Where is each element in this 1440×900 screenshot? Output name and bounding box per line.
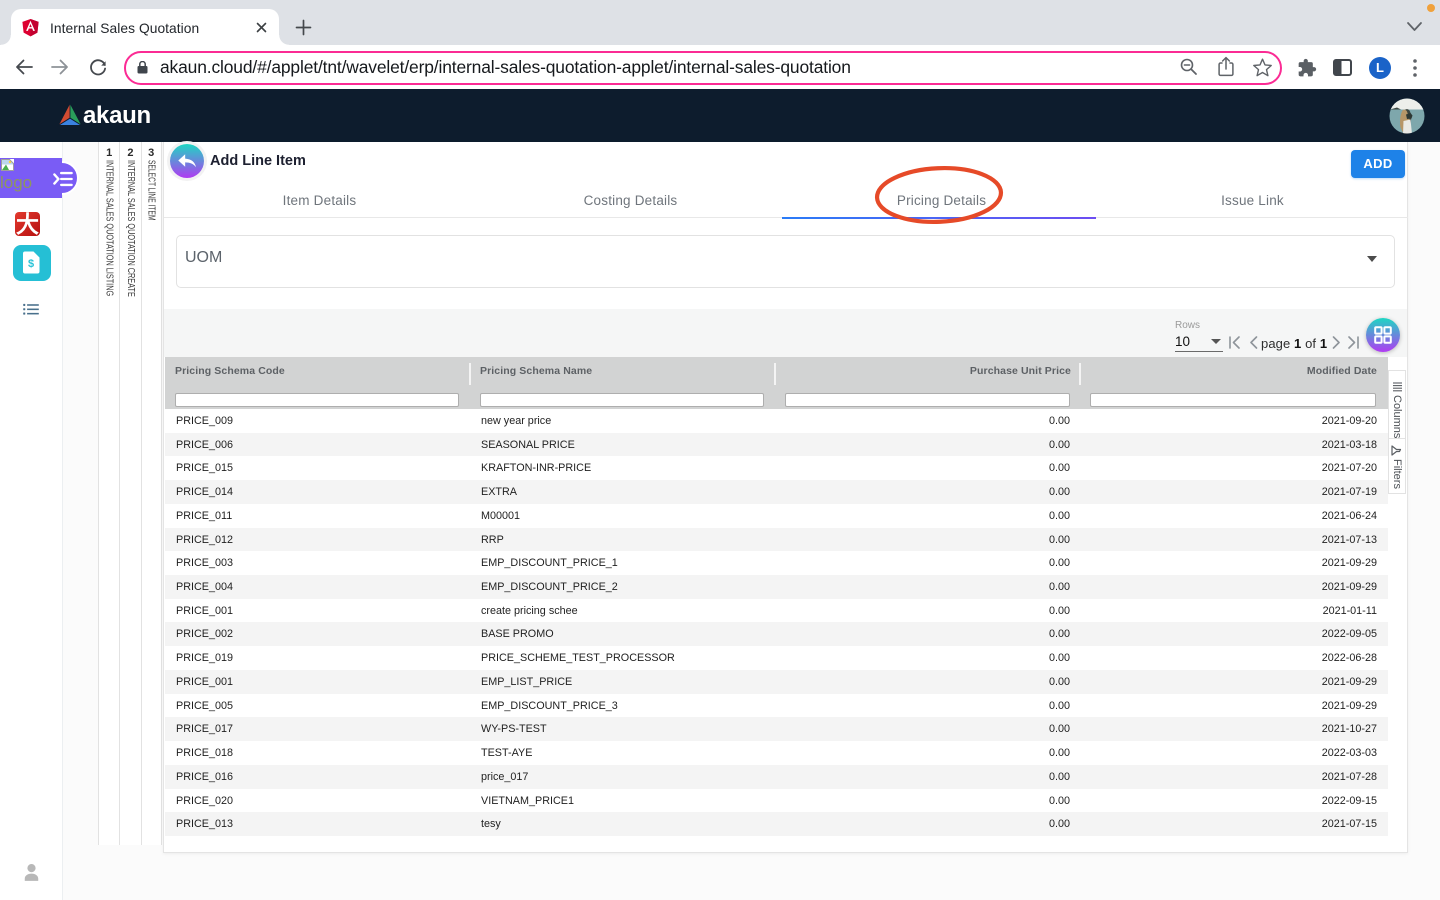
svg-text:$: $ [28, 258, 34, 270]
